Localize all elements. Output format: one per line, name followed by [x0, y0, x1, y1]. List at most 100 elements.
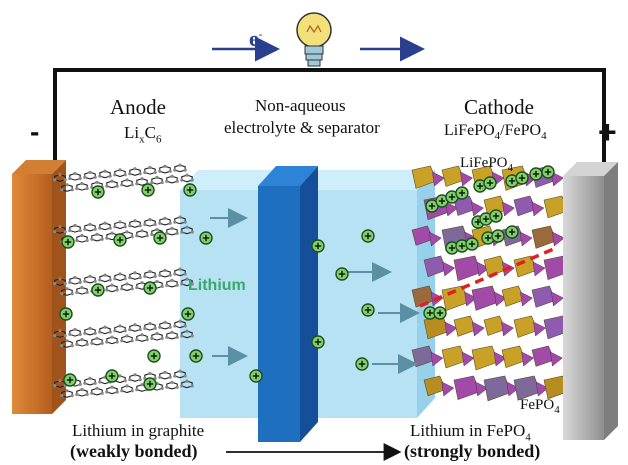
graphite-hexagon [61, 288, 73, 296]
carbon-atom [100, 391, 104, 395]
crystal-tetrahedron [521, 351, 535, 367]
carbon-atom [185, 379, 189, 383]
lithium-ion-icon [445, 190, 459, 204]
crystal-tetrahedron [461, 351, 475, 367]
carbon-atom [80, 337, 84, 342]
carbon-atom [148, 165, 152, 170]
crystal-polyhedron [531, 225, 557, 249]
carbon-atom [80, 181, 84, 186]
lithium-ion-icon [59, 307, 73, 321]
bottom-left-line2: (weakly bonded) [70, 441, 198, 461]
graphite-hexagon [129, 168, 141, 176]
carbon-atom [173, 168, 177, 172]
carbon-atom [168, 221, 172, 225]
carbon-atom [100, 237, 104, 241]
carbon-atom [103, 325, 107, 329]
graphite-hexagon [91, 337, 103, 346]
graphite-hexagon [174, 216, 186, 225]
carbon-atom [118, 324, 122, 328]
lithium-ion-icon [143, 377, 157, 391]
carbon-atom [123, 379, 127, 383]
carbon-atom [93, 175, 97, 179]
carbon-atom [108, 278, 112, 282]
carbon-atom [180, 384, 184, 388]
carbon-atom [158, 375, 162, 379]
carbon-atom [115, 184, 119, 188]
carbon-atom [110, 283, 114, 287]
carbon-atom [180, 282, 184, 286]
carbon-atom [120, 183, 124, 187]
carbon-atom [105, 236, 109, 240]
graphite-hexagon [129, 374, 141, 382]
carbon-atom [173, 374, 177, 378]
crystal-tetrahedron [551, 171, 564, 187]
carbon-atom [60, 344, 64, 348]
carbon-atom [58, 173, 62, 177]
lithium-ion-icon [455, 239, 469, 253]
carbon-atom [105, 390, 109, 394]
carbon-atom [138, 172, 142, 176]
graphite-layers [53, 163, 194, 398]
carbon-atom [88, 376, 92, 380]
crystal-tetrahedron [476, 261, 490, 277]
crystal-tetrahedron [519, 231, 533, 247]
carbon-atom [118, 272, 122, 276]
carbon-atom [95, 336, 99, 340]
phase-boundary-line [419, 246, 557, 308]
carbon-atom [88, 326, 92, 330]
lithium-ion-icon [249, 369, 263, 383]
crystal-polyhedron [471, 285, 499, 311]
carbon-atom [185, 329, 189, 333]
graphite-hexagon [114, 169, 126, 178]
carbon-atom [170, 330, 174, 334]
graphite-hexagon [69, 172, 81, 181]
carbon-atom [160, 336, 164, 340]
carbon-atom [163, 268, 167, 272]
cathode-formula: LiFePO4/FePO4 [444, 122, 547, 143]
graphite-hexagon [159, 269, 171, 278]
graphite-hexagon [151, 332, 163, 341]
lithium-ion-icon [91, 283, 105, 297]
lithium-ion-icon [181, 307, 195, 321]
carbon-atom [65, 183, 69, 187]
electrolyte-label-line1: Non-aqueous [255, 96, 346, 115]
graphite-layer [53, 319, 194, 348]
graphite-hexagon [159, 165, 171, 174]
graphite-hexagon [166, 331, 178, 340]
carbon-atom [145, 234, 149, 238]
carbon-atom [125, 178, 129, 182]
graphite-hexagon [129, 272, 141, 280]
lithium-ions [59, 165, 555, 391]
carbon-atom [98, 226, 102, 230]
carbon-atom [178, 163, 182, 167]
carbon-atom [118, 220, 122, 224]
lithium-ion-icon [189, 349, 203, 363]
lithium-ion-icon [489, 209, 503, 223]
graphite-hexagon [61, 184, 73, 192]
graphite-hexagon [54, 330, 66, 338]
graphite-hexagon [76, 338, 88, 347]
lithium-ion-icon [465, 237, 479, 251]
carbon-atom [148, 269, 152, 274]
carbon-atom [185, 225, 189, 229]
crystal-tetrahedron [506, 381, 520, 397]
carbon-atom [53, 334, 57, 338]
carbon-atom [63, 230, 67, 234]
carbon-atom [103, 273, 107, 277]
graphite-hexagon [76, 234, 88, 243]
carbon-atom [143, 274, 147, 278]
graphite-hexagon [84, 275, 96, 284]
graphite-layer [53, 267, 194, 296]
carbon-atom [135, 182, 139, 186]
graphite-hexagon [84, 327, 96, 336]
lithium-ion-icon [335, 267, 349, 281]
graphite-hexagon [159, 371, 171, 380]
anode-title: Anode [110, 95, 166, 119]
carbon-atom [123, 173, 127, 177]
graphite-hexagon [121, 231, 133, 240]
lithium-ion-icon [183, 183, 197, 197]
graphite-hexagon [84, 377, 96, 386]
graphite-hexagon [76, 388, 88, 397]
graphite-hexagon [181, 174, 193, 183]
